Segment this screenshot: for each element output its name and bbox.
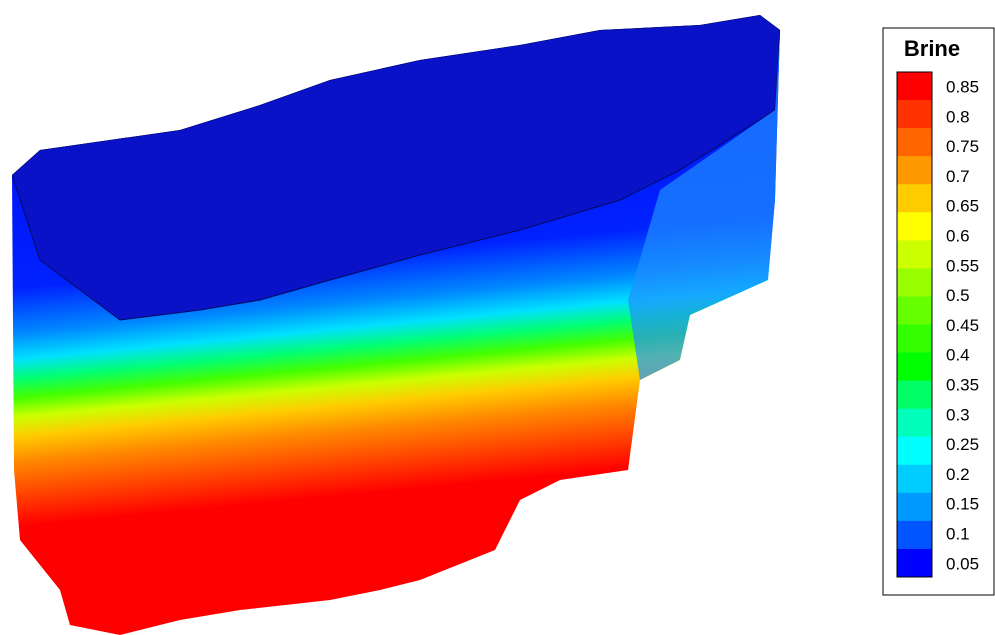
legend-swatch xyxy=(897,493,932,522)
legend-label: 0.85 xyxy=(946,77,979,96)
legend-swatch xyxy=(897,100,932,129)
legend-swatch xyxy=(897,353,932,382)
block xyxy=(0,0,800,635)
legend-label: 0.65 xyxy=(946,197,979,216)
legend-swatch xyxy=(897,268,932,297)
legend-swatch xyxy=(897,521,932,550)
legend-swatch xyxy=(897,549,932,578)
legend-swatch xyxy=(897,184,932,213)
legend-label: 0.35 xyxy=(946,375,979,394)
legend-swatch xyxy=(897,72,932,101)
legend-label: 0.4 xyxy=(946,346,970,365)
legend-label: 0.75 xyxy=(946,137,979,156)
legend-label: 0.45 xyxy=(946,316,979,335)
legend-label: 0.15 xyxy=(946,495,979,514)
legend-label: 0.7 xyxy=(946,167,970,186)
legend-label: 0.25 xyxy=(946,435,979,454)
legend-label: 0.6 xyxy=(946,226,970,245)
legend-title: Brine xyxy=(904,36,960,61)
legend-swatch xyxy=(897,409,932,438)
legend-label: 0.1 xyxy=(946,524,970,543)
legend-swatch xyxy=(897,381,932,410)
legend-label: 0.5 xyxy=(946,286,970,305)
legend-label: 0.3 xyxy=(946,405,970,424)
legend-swatch xyxy=(897,465,932,494)
legend-label: 0.2 xyxy=(946,465,970,484)
legend-swatch xyxy=(897,296,932,325)
legend-swatch xyxy=(897,156,932,185)
legend-swatch xyxy=(897,128,932,157)
visualization: Brine 0.85 0.8 0.75 0.7 0.65 0.6 0.55 0.5 0.45 0.… xyxy=(0,0,995,635)
page: Brine 0.85 0.8 0.75 0.7 0.65 0.6 0.55 0.5 0.45 0.… xyxy=(0,0,995,635)
legend-swatch xyxy=(897,212,932,241)
legend-label: 0.8 xyxy=(946,107,970,126)
legend-swatch xyxy=(897,240,932,269)
legend: Brine 0.85 0.8 0.75 0.7 0.65 0.6 0.55 0.5 0.45 0.… xyxy=(883,28,994,595)
legend-label: 0.05 xyxy=(946,554,979,573)
legend-swatch xyxy=(897,325,932,354)
legend-swatch xyxy=(897,437,932,466)
legend-label: 0.55 xyxy=(946,256,979,275)
